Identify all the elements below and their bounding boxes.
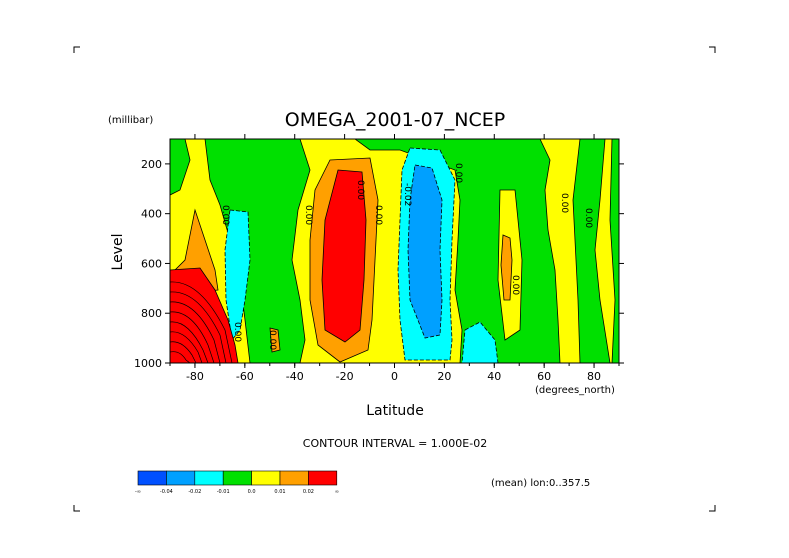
- colorbar-swatch: [194, 470, 224, 486]
- x-tick-label: -80: [186, 370, 204, 383]
- contour-label: 0.00: [232, 322, 242, 342]
- y-tick-label: 1000: [134, 357, 162, 370]
- contour-label: -0.02: [402, 183, 412, 206]
- colorbar-swatch: [222, 470, 252, 486]
- x-tick-label: -60: [236, 370, 254, 383]
- colorbar-swatch: [137, 470, 167, 486]
- colorbar-swatch: [308, 470, 338, 486]
- colorbar-label: 0.0: [248, 489, 256, 495]
- contour-label: 0.00: [510, 275, 520, 295]
- contour-label: 0.00: [303, 205, 313, 225]
- y-tick-label: 400: [141, 208, 162, 221]
- field-green-right: [609, 139, 619, 363]
- contour-label: 0.00: [373, 205, 383, 225]
- x-tick-label: 40: [487, 370, 501, 383]
- contour-label: 0.00: [583, 208, 593, 228]
- x-tick-label: 20: [437, 370, 451, 383]
- field-orange-south-blip: [269, 327, 281, 353]
- y-axis-label: Level: [110, 234, 126, 271]
- y-units-label: (millibar): [108, 115, 153, 126]
- field-green-main: [204, 139, 311, 363]
- colorbar-label: -0.01: [217, 489, 230, 495]
- x-axis: -80 -60 -40 -20 0 20 40 60 80: [169, 134, 620, 383]
- field-green-west: [170, 139, 191, 196]
- colorbar-label: ∞: [335, 489, 339, 495]
- contour-interval-text: CONTOUR INTERVAL = 1.000E-02: [303, 437, 487, 450]
- x-tick-label: 0: [391, 370, 398, 383]
- contour-label: 0.00: [559, 193, 569, 213]
- field-cyan-west: [224, 209, 251, 341]
- field-orange-blip: [500, 234, 513, 301]
- colorbar-swatch: [251, 470, 281, 486]
- x-tick-label: -40: [286, 370, 304, 383]
- colorbar-label: -0.04: [160, 489, 173, 495]
- x-tick-label: 60: [537, 370, 551, 383]
- mean-lon-text: (mean) lon:0..357.5: [491, 478, 590, 489]
- y-tick-label: 600: [141, 257, 162, 270]
- corner-marks: [73, 46, 716, 512]
- y-tick-label: 200: [141, 158, 162, 171]
- contour-label: 0.00: [220, 205, 230, 225]
- x-axis-label: Latitude: [366, 403, 424, 419]
- y-tick-label: 800: [141, 307, 162, 320]
- colorbar-label: -∞: [135, 489, 141, 495]
- contour-label-group: 0.00 -0.02 0.00 0.00 0.00 0.00 0.00 0.00…: [220, 163, 593, 350]
- contour-label: 0.00: [267, 330, 277, 350]
- contour-field: [170, 139, 619, 363]
- field-red-subtropic: [321, 169, 367, 343]
- colorbar-swatch: [279, 470, 309, 486]
- chart-title: OMEGA_2001-07_NCEP: [285, 109, 505, 131]
- x-tick-label: 80: [587, 370, 601, 383]
- colorbar: -∞ -0.04 -0.02 -0.01 0.0 0.01 0.02 ∞: [135, 470, 339, 495]
- field-blue-equator: [407, 164, 443, 339]
- contour-label: 0.00: [355, 180, 365, 200]
- colorbar-label: 0.02: [303, 489, 314, 495]
- colorbar-label: -0.02: [188, 489, 201, 495]
- x-tick-label: -20: [336, 370, 354, 383]
- y-axis: 200 400 600 800 1000: [134, 158, 624, 370]
- field-green-far-east: [572, 139, 611, 363]
- colorbar-label: 0.01: [274, 489, 285, 495]
- colorbar-swatch: [166, 470, 196, 486]
- x-units-label: (degrees_north): [535, 385, 615, 396]
- contour-label: 0.00: [453, 163, 463, 183]
- antarctic-contour-lines: [170, 281, 233, 363]
- field-cyan-south-blip: [461, 321, 499, 363]
